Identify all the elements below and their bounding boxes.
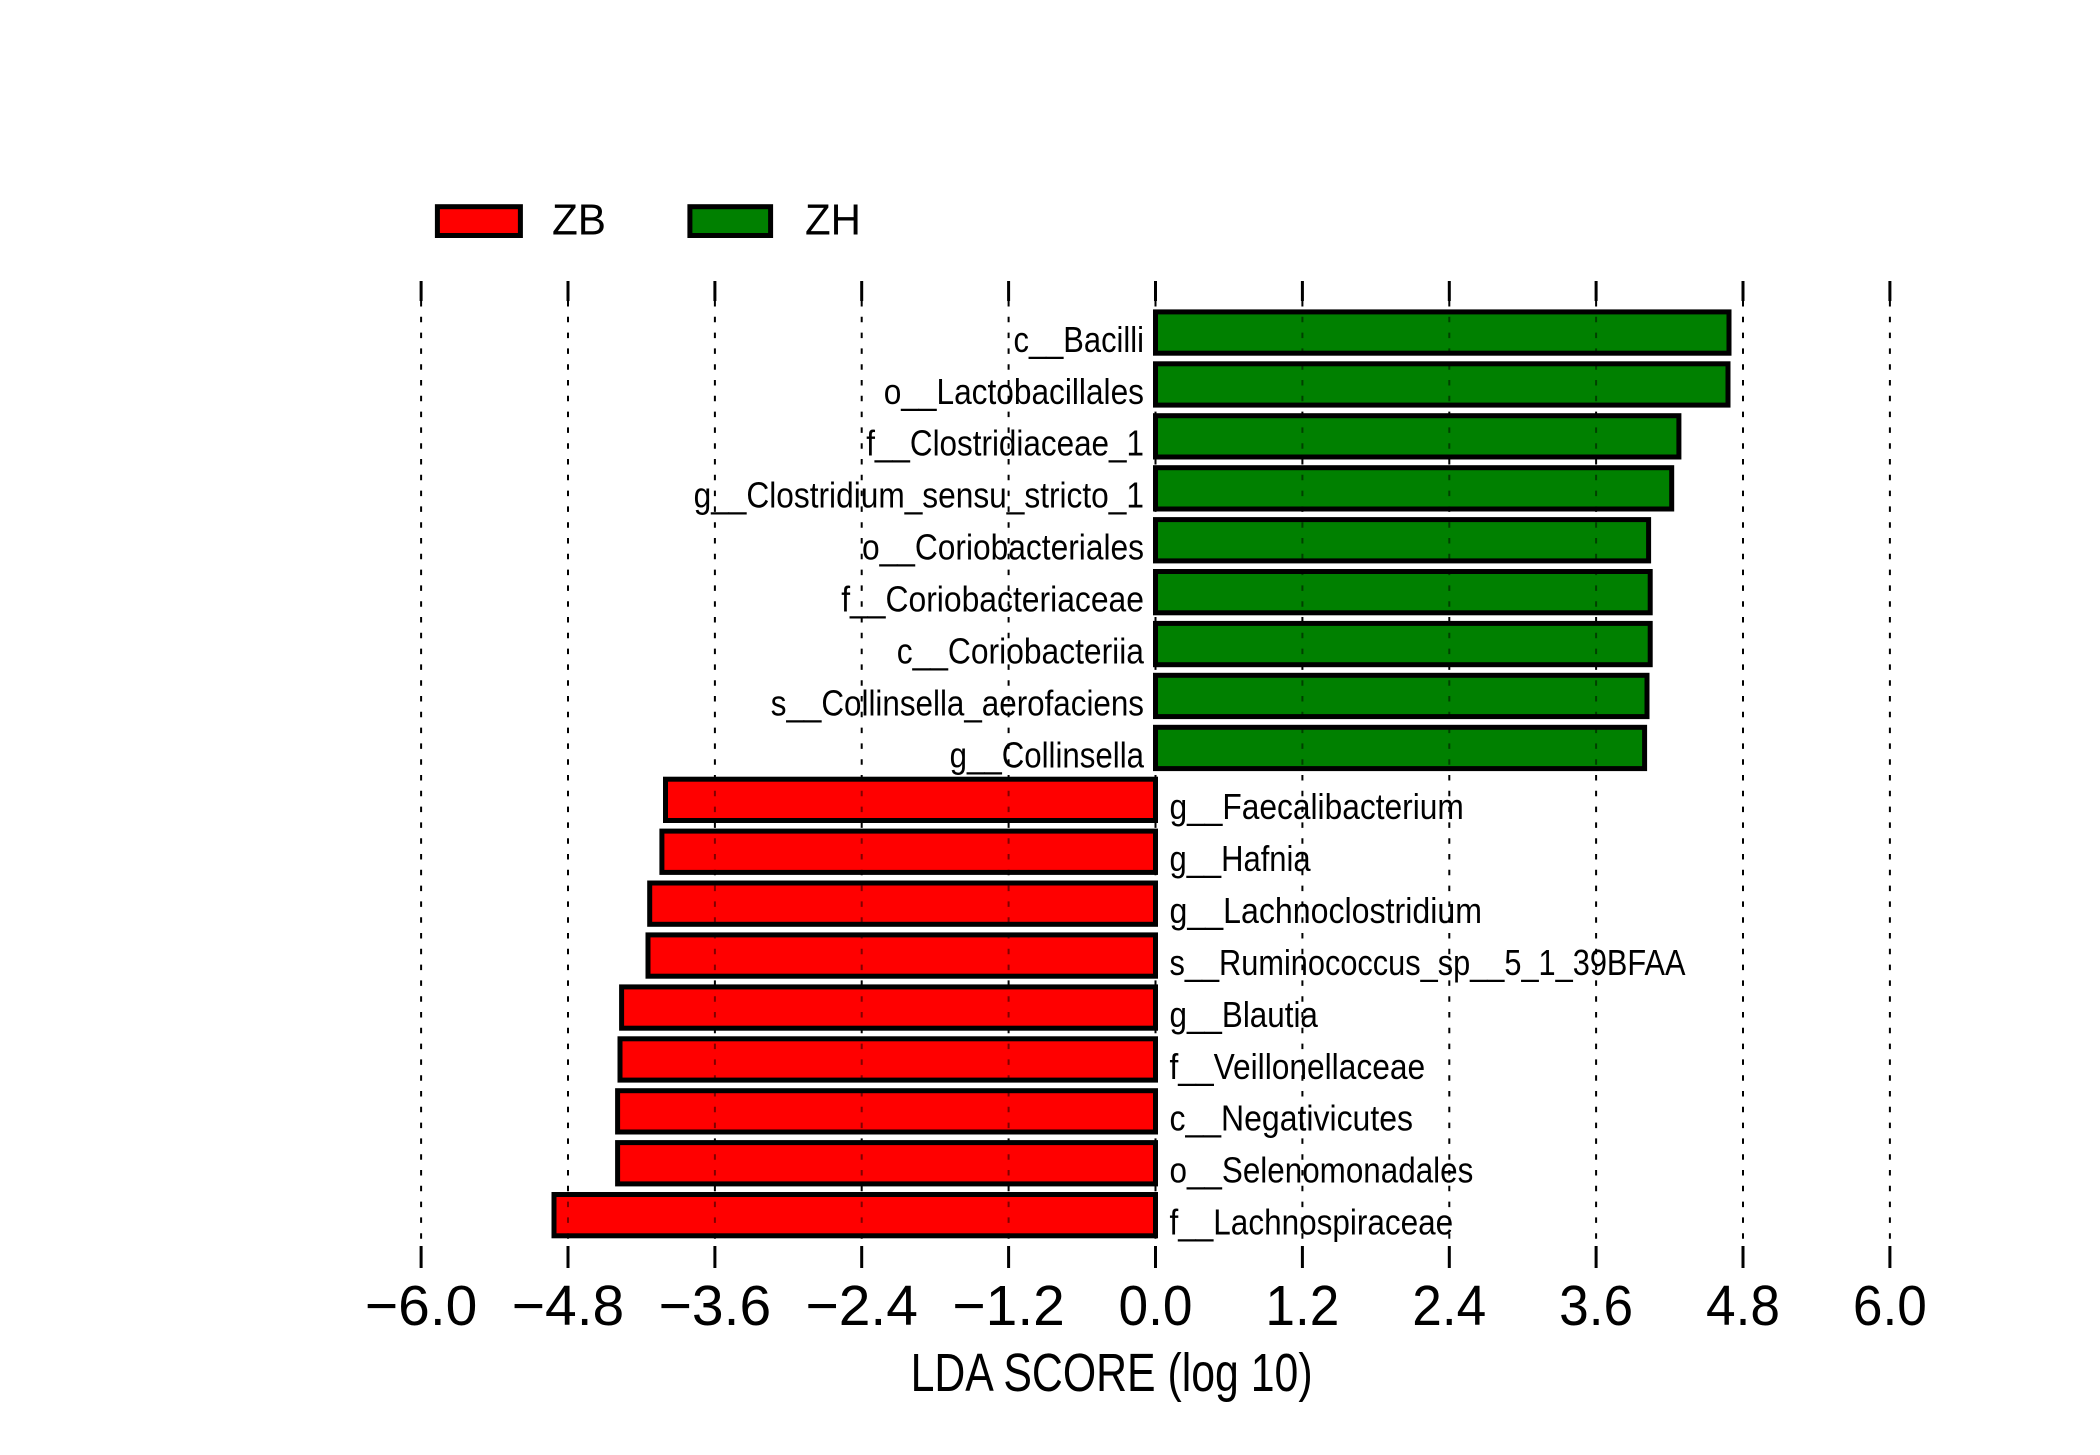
svg-text:f__Clostridiaceae_1: f__Clostridiaceae_1	[866, 423, 1144, 464]
svg-text:−3.6: −3.6	[659, 1274, 772, 1338]
svg-text:LDA SCORE (log 10): LDA SCORE (log 10)	[911, 1343, 1313, 1403]
svg-text:f__Lachnospiraceae: f__Lachnospiraceae	[1170, 1202, 1454, 1243]
svg-text:s__Collinsella_aerofaciens: s__Collinsella_aerofaciens	[771, 682, 1144, 723]
svg-text:g__Clostridium_sensu_stricto_1: g__Clostridium_sensu_stricto_1	[694, 475, 1144, 516]
svg-text:s__Ruminococcus_sp__5_1_39BFAA: s__Ruminococcus_sp__5_1_39BFAA	[1170, 942, 1686, 983]
svg-text:0.0: 0.0	[1119, 1274, 1193, 1338]
svg-text:−4.8: −4.8	[512, 1274, 625, 1338]
svg-text:3.6: 3.6	[1559, 1274, 1633, 1338]
svg-text:c__Coriobacteriia: c__Coriobacteriia	[897, 630, 1145, 671]
svg-text:6.0: 6.0	[1853, 1274, 1927, 1338]
svg-text:f__Coriobacteriaceae: f__Coriobacteriaceae	[841, 579, 1144, 620]
svg-text:c__Negativicutes: c__Negativicutes	[1170, 1098, 1414, 1139]
svg-text:o__Selenomonadales: o__Selenomonadales	[1170, 1150, 1474, 1191]
svg-text:g__Collinsella: g__Collinsella	[950, 734, 1145, 775]
svg-text:2.4: 2.4	[1412, 1274, 1486, 1338]
svg-text:ZH: ZH	[805, 196, 861, 245]
svg-text:g__Faecalibacterium: g__Faecalibacterium	[1170, 786, 1464, 827]
svg-text:g__Hafnia: g__Hafnia	[1170, 838, 1312, 879]
svg-text:−2.4: −2.4	[805, 1274, 918, 1338]
svg-text:ZB: ZB	[552, 196, 606, 245]
svg-text:g__Lachnoclostridium: g__Lachnoclostridium	[1170, 890, 1483, 931]
svg-text:−1.2: −1.2	[952, 1274, 1065, 1338]
svg-text:−6.0: −6.0	[365, 1274, 478, 1338]
svg-text:c__Bacilli: c__Bacilli	[1014, 319, 1145, 360]
svg-text:g__Blautia: g__Blautia	[1170, 994, 1319, 1035]
svg-text:o__Coriobacteriales: o__Coriobacteriales	[862, 527, 1144, 568]
svg-text:o__Lactobacillales: o__Lactobacillales	[884, 371, 1144, 412]
svg-text:1.2: 1.2	[1265, 1274, 1339, 1338]
svg-text:f__Veillonellaceae: f__Veillonellaceae	[1170, 1046, 1426, 1087]
svg-text:4.8: 4.8	[1706, 1274, 1780, 1338]
